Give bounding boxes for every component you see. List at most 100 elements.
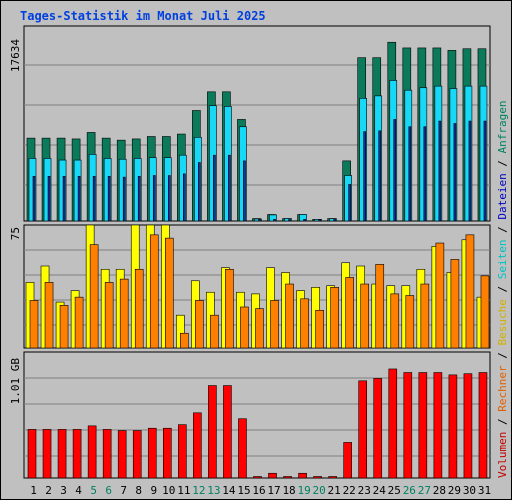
legend-item-seiten: Seiten <box>496 240 509 280</box>
bar-top-seiten-day-9 <box>148 157 157 222</box>
legend-separator: / <box>496 279 509 299</box>
bar-bottom-volumen-day-21 <box>328 476 337 479</box>
bar-top-dateien-day-2 <box>47 176 51 222</box>
bar-top-seiten-day-24 <box>374 95 383 222</box>
bar-top-dateien-day-31 <box>483 120 487 222</box>
x-label-day-15: 15 <box>237 484 250 497</box>
bar-top-dateien-day-14 <box>228 154 231 222</box>
bar-top-seiten-day-29 <box>449 88 458 222</box>
bar-bottom-volumen-day-9 <box>147 427 157 479</box>
x-label-day-11: 11 <box>177 484 190 497</box>
x-label-day-18: 18 <box>282 484 295 497</box>
bar-bottom-volumen-day-29 <box>448 374 458 479</box>
x-label-day-6: 6 <box>105 484 112 497</box>
bar-top-seiten-day-7 <box>118 158 127 222</box>
bar-middle-rechner-day-3 <box>59 305 69 349</box>
x-label-day-10: 10 <box>162 484 175 497</box>
bar-top-dateien-day-28 <box>438 120 442 222</box>
bar-middle-rechner-day-19 <box>300 298 309 349</box>
bar-middle-rechner-day-7 <box>119 278 129 349</box>
bar-top-seiten-day-1 <box>28 158 37 222</box>
bar-bottom-volumen-day-6 <box>102 429 112 479</box>
bar-top-seiten-day-8 <box>133 158 142 222</box>
bar-middle-rechner-day-1 <box>29 300 39 349</box>
bar-top-dateien-day-29 <box>453 123 457 222</box>
bar-top-dateien-day-6 <box>107 176 111 222</box>
x-label-day-8: 8 <box>135 484 142 497</box>
bar-top-dateien-day-19 <box>303 219 306 222</box>
bar-bottom-volumen-day-16 <box>253 476 262 479</box>
x-label-day-28: 28 <box>433 484 446 497</box>
bar-middle-rechner-day-17 <box>270 300 279 349</box>
x-label-day-20: 20 <box>313 484 326 497</box>
bar-top-seiten-day-15 <box>239 126 247 222</box>
bar-top-seiten-day-18 <box>284 218 292 222</box>
x-label-day-25: 25 <box>388 484 401 497</box>
bar-top-seiten-day-12 <box>194 137 202 222</box>
bar-bottom-volumen-day-28 <box>433 372 443 479</box>
bar-middle-rechner-day-31 <box>480 275 490 349</box>
bar-top-seiten-day-23 <box>359 98 368 222</box>
bar-top-dateien-day-22 <box>348 184 351 222</box>
bar-bottom-volumen-day-31 <box>478 372 488 479</box>
legend-item-rechner: Rechner <box>496 365 509 412</box>
bar-top-dateien-day-7 <box>122 176 126 222</box>
bar-top-seiten-day-22 <box>344 175 352 222</box>
x-label-day-29: 29 <box>448 484 461 497</box>
x-label-day-7: 7 <box>120 484 127 497</box>
x-label-day-4: 4 <box>75 484 82 497</box>
x-label-day-16: 16 <box>252 484 265 497</box>
bar-bottom-volumen-day-4 <box>72 429 82 479</box>
bar-top-dateien-day-12 <box>198 162 201 222</box>
bar-middle-rechner-day-16 <box>255 308 264 349</box>
bar-top-seiten-day-26 <box>404 89 413 222</box>
bar-middle-rechner-day-30 <box>465 234 475 349</box>
bar-top-seiten-day-3 <box>58 159 67 222</box>
bar-top-seiten-day-30 <box>464 85 473 222</box>
bar-middle-rechner-day-26 <box>405 295 415 349</box>
bar-middle-rechner-day-24 <box>375 264 385 349</box>
bar-top-seiten-day-27 <box>419 87 428 222</box>
bar-middle-rechner-day-25 <box>390 293 400 349</box>
bar-bottom-volumen-day-2 <box>42 429 52 479</box>
bar-top-dateien-day-25 <box>393 119 397 222</box>
ymax-label-bottom: 1.01 GB <box>9 358 22 405</box>
bar-top-seiten-day-16 <box>254 218 262 222</box>
bar-top-dateien-day-24 <box>378 130 382 222</box>
x-label-day-31: 31 <box>478 484 491 497</box>
bar-top-dateien-day-1 <box>32 176 36 222</box>
bar-top-dateien-day-8 <box>137 176 141 222</box>
bar-middle-rechner-day-20 <box>315 309 324 349</box>
bar-top-dateien-day-30 <box>468 120 472 222</box>
bar-top-seiten-day-28 <box>434 85 443 222</box>
bar-top-dateien-day-23 <box>363 131 367 222</box>
x-label-day-2: 2 <box>45 484 52 497</box>
panel-bottom-box <box>23 351 491 479</box>
bar-middle-rechner-day-27 <box>420 283 430 349</box>
bar-top-dateien-day-9 <box>152 175 156 222</box>
bar-bottom-volumen-day-18 <box>283 476 292 479</box>
bar-bottom-volumen-day-15 <box>238 418 247 479</box>
bar-middle-rechner-day-5 <box>89 244 99 349</box>
bar-middle-rechner-day-15 <box>240 306 249 349</box>
bar-top-dateien-day-18 <box>288 219 291 222</box>
bar-bottom-volumen-day-20 <box>313 476 322 479</box>
legend-item-anfragen: Anfragen <box>496 100 509 153</box>
bar-bottom-volumen-day-3 <box>57 429 67 479</box>
bar-top-seiten-day-21 <box>329 218 337 222</box>
panel-top-box <box>23 25 491 222</box>
bar-middle-rechner-day-11 <box>180 332 189 349</box>
bar-top-dateien-day-4 <box>77 176 81 222</box>
bar-top-seiten-day-31 <box>479 85 488 222</box>
ymax-label-top: 17634 <box>9 39 22 72</box>
bar-middle-rechner-day-4 <box>74 296 84 349</box>
legend-separator: / <box>496 346 509 366</box>
bar-top-dateien-day-10 <box>167 175 171 222</box>
x-label-day-3: 3 <box>60 484 67 497</box>
bar-bottom-volumen-day-5 <box>87 425 97 479</box>
bar-bottom-volumen-day-19 <box>298 472 307 479</box>
bar-top-seiten-day-13 <box>209 105 217 222</box>
bar-bottom-volumen-day-1 <box>27 429 37 479</box>
right-legend: Volumen / Rechner / Besuche / Seiten / D… <box>496 100 509 478</box>
legend-separator: / <box>496 220 509 240</box>
